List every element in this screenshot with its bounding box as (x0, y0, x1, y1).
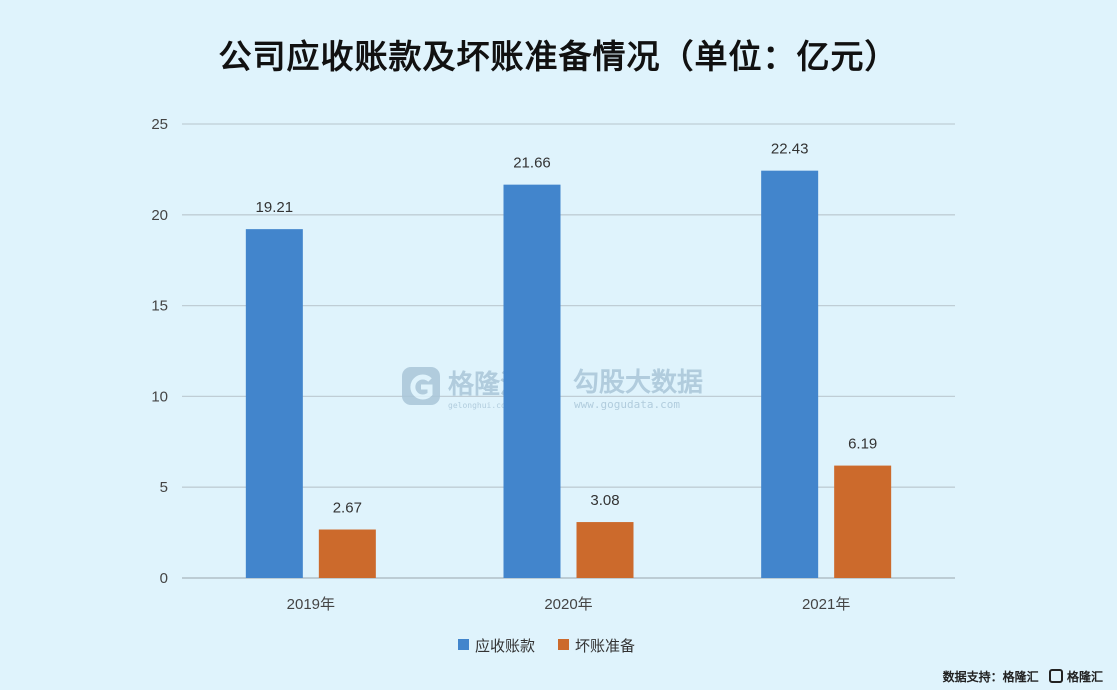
watermark-partner: 勾股大数据 (573, 368, 703, 398)
footer-logo-icon (1048, 669, 1063, 683)
chart-title: 公司应收账款及坏账准备情况（单位：亿元） (218, 37, 899, 76)
source-label: 数据支持： (942, 670, 1003, 684)
bar-receivables-1 (503, 184, 561, 578)
x-tick-label: 2021年 (802, 596, 850, 613)
bars (245, 170, 892, 578)
legend-label: 坏账准备 (575, 637, 635, 655)
watermark-partner-url: www.gogudata.com (574, 398, 680, 411)
data-label: 2.67 (333, 500, 362, 517)
y-tick-label: 15 (151, 298, 168, 315)
source-line: 数据支持：格隆汇 格隆汇 (943, 668, 1103, 685)
data-label: 6.19 (848, 436, 877, 453)
y-tick-label: 25 (151, 116, 168, 133)
bar-bad-debt-1 (576, 522, 634, 578)
y-tick-label: 20 (151, 207, 168, 224)
data-label: 22.43 (771, 141, 809, 158)
data-label: 3.08 (590, 492, 619, 509)
y-tick-label: 0 (160, 570, 168, 587)
y-tick-label: 5 (160, 479, 168, 496)
gridlines (182, 123, 955, 579)
x-tick-label: 2019年 (287, 596, 335, 613)
bar-receivables-0 (245, 229, 303, 578)
x-axis-ticks: 2019年 2020年 2021年 (287, 596, 851, 613)
data-label: 21.66 (513, 155, 551, 172)
bar-bad-debt-0 (318, 529, 376, 578)
source-brand: 格隆汇 (1002, 670, 1039, 684)
legend: 应收账款 坏账准备 (458, 637, 635, 655)
x-tick-label: 2020年 (544, 596, 592, 613)
bar-receivables-2 (761, 170, 819, 578)
bar-bad-debt-2 (834, 465, 892, 578)
data-label: 19.21 (256, 199, 294, 216)
y-axis-ticks: 0 5 10 15 20 25 (151, 116, 168, 587)
legend-label: 应收账款 (475, 637, 535, 655)
footer-brand: 格隆汇 (1066, 670, 1103, 684)
legend-swatch-0 (458, 639, 469, 650)
data-labels: 19.21 2.67 21.66 3.08 22.43 6.19 (256, 141, 878, 517)
legend-swatch-1 (558, 639, 569, 650)
watermark-brand-url: gelonghui.com (448, 401, 511, 410)
y-tick-label: 10 (151, 388, 168, 405)
gelonghui-logo-icon (402, 367, 440, 405)
